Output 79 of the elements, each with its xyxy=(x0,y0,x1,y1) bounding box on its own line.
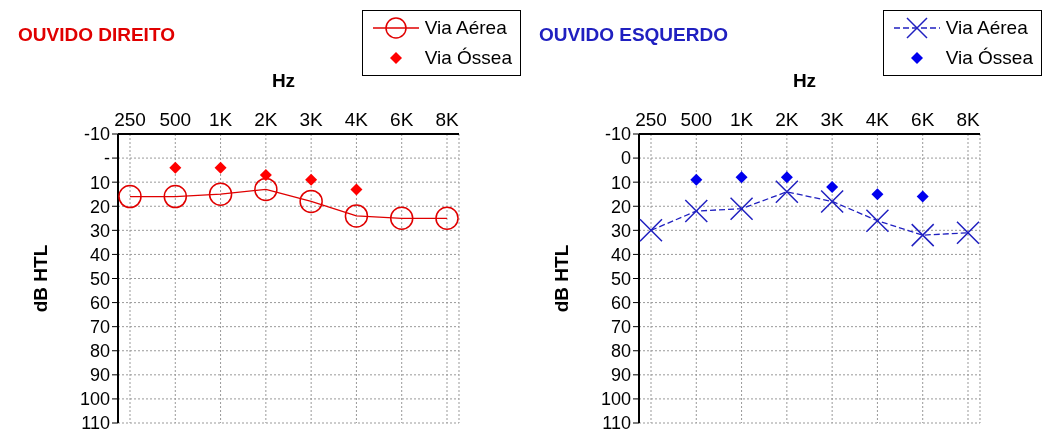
point xyxy=(826,180,839,193)
point xyxy=(350,183,363,196)
chart-title: OUVIDO ESQUERDO xyxy=(539,24,728,46)
x-tick-label: 3K xyxy=(299,109,324,130)
y-tick-label: 50 xyxy=(610,268,631,289)
x-tick-label: 4K xyxy=(344,109,369,130)
point xyxy=(389,206,414,231)
point xyxy=(118,184,142,209)
x-tick-label: 500 xyxy=(680,109,713,130)
y-tick-label: 20 xyxy=(89,196,110,217)
point xyxy=(435,206,459,231)
point xyxy=(916,190,929,203)
x-tick-label: 6K xyxy=(390,109,414,130)
y-tick-label: 100 xyxy=(79,389,110,410)
y-tick-label: -10 xyxy=(83,124,110,145)
y-tick-label: 60 xyxy=(610,292,631,313)
point xyxy=(775,180,799,204)
point xyxy=(299,189,323,214)
point xyxy=(305,173,318,186)
legend-label: Via Óssea xyxy=(424,47,512,69)
y-tick-label: 20 xyxy=(610,196,631,217)
point xyxy=(690,173,703,186)
x-tick-label: 2K xyxy=(254,109,278,130)
point xyxy=(865,208,890,233)
point xyxy=(639,218,663,243)
x-tick-label: 250 xyxy=(114,109,146,130)
point xyxy=(254,177,278,202)
x-tick-label: 2K xyxy=(775,109,799,130)
point xyxy=(729,196,754,221)
y-tick-label: 40 xyxy=(89,244,110,265)
y-tick-label: 80 xyxy=(89,341,110,362)
y-tick-label: 10 xyxy=(89,172,110,193)
y-tick-label: 0 xyxy=(620,148,631,169)
y-tick-label: 110 xyxy=(602,413,631,434)
legend-label: Via Óssea xyxy=(945,47,1033,69)
point xyxy=(780,171,793,184)
y-tick-label: 30 xyxy=(610,220,631,241)
x-tick-label: 250 xyxy=(635,109,667,130)
point xyxy=(344,204,369,228)
point xyxy=(956,220,980,245)
y-tick-label: 10 xyxy=(610,172,631,193)
x-axis-title: Hz xyxy=(270,70,297,92)
point xyxy=(684,199,709,223)
x-tick-label: 500 xyxy=(159,109,192,130)
point xyxy=(259,168,272,181)
y-tick-label: - xyxy=(104,148,110,169)
point xyxy=(871,188,884,201)
x-tick-label: 8K xyxy=(956,109,980,130)
point xyxy=(169,161,182,174)
x-tick-label: 8K xyxy=(435,109,459,130)
legend-label: Via Aérea xyxy=(424,17,507,39)
point xyxy=(208,182,233,206)
y-tick-label: 50 xyxy=(89,268,110,289)
x-tick-label: 3K xyxy=(820,109,845,130)
x-tick-label: 1K xyxy=(729,109,754,130)
chart-title: OUVIDO DIREITO xyxy=(18,24,175,46)
y-axis-title: dB HTL xyxy=(550,244,572,313)
x-tick-label: 1K xyxy=(208,109,233,130)
y-tick-label: 40 xyxy=(610,244,631,265)
y-tick-label: 70 xyxy=(89,317,110,338)
y-tick-label: 110 xyxy=(81,413,110,434)
y-axis-title: dB HTL xyxy=(29,244,51,313)
point xyxy=(214,161,227,174)
x-tick-label: 6K xyxy=(911,109,935,130)
y-tick-label: 90 xyxy=(89,365,110,386)
y-tick-label: 100 xyxy=(600,389,631,410)
point xyxy=(163,184,188,209)
y-tick-label: 70 xyxy=(610,317,631,338)
x-tick-label: 4K xyxy=(865,109,890,130)
legend-label: Via Aérea xyxy=(945,17,1028,39)
y-tick-label: 30 xyxy=(89,220,110,241)
y-tick-label: 80 xyxy=(610,341,631,362)
y-tick-label: 90 xyxy=(610,365,631,386)
point xyxy=(735,171,748,184)
point xyxy=(820,189,844,214)
point xyxy=(910,223,935,247)
y-tick-label: -10 xyxy=(604,124,631,145)
y-tick-label: 60 xyxy=(89,292,110,313)
x-axis-title: Hz xyxy=(791,70,818,92)
